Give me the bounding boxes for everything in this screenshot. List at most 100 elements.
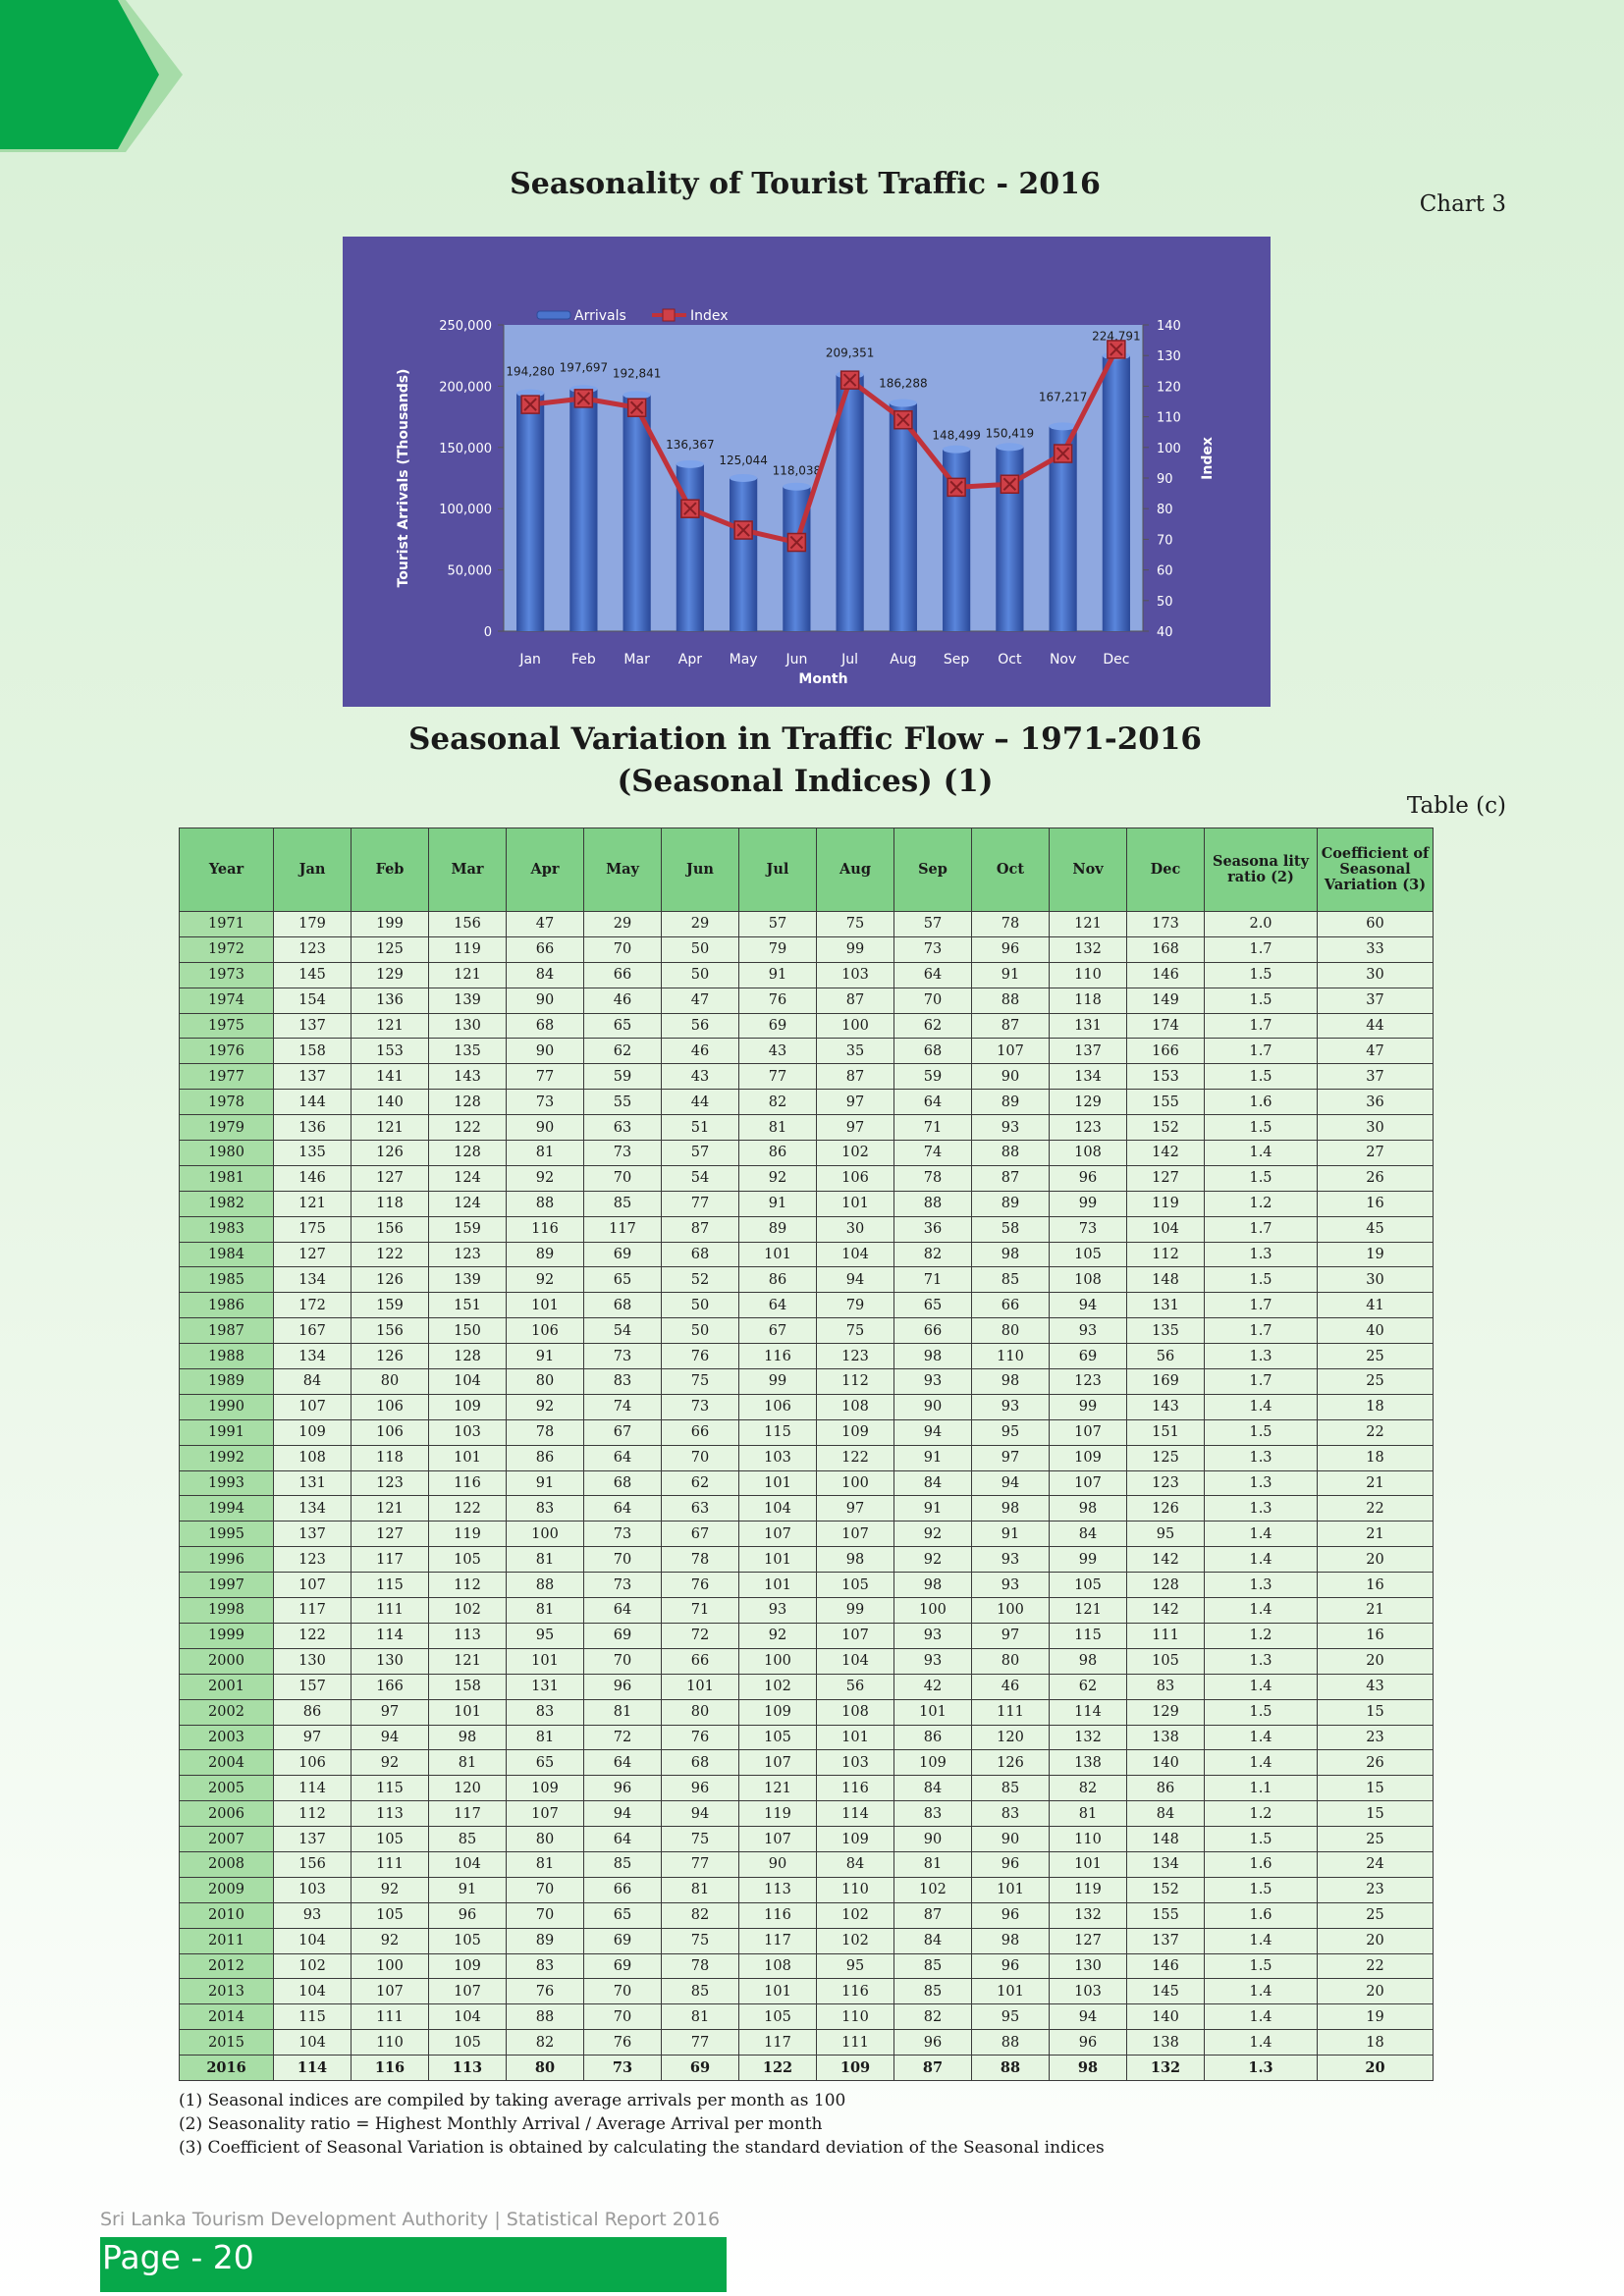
table-cell: 93 bbox=[738, 1597, 817, 1624]
index-marker-cross bbox=[842, 373, 857, 387]
table-cell: 75 bbox=[661, 1368, 739, 1395]
year-cell: 2006 bbox=[179, 1800, 274, 1828]
table-cell: 109 bbox=[816, 1826, 894, 1852]
table-cell: 81 bbox=[583, 1698, 662, 1726]
table-cell: 119 bbox=[428, 935, 507, 963]
table-row: 2000 130 130 121 101 70 66 100 104 93 80 98 105 1.3 20 bbox=[179, 1647, 1434, 1675]
column-header: Nov bbox=[1049, 828, 1127, 912]
table-cell: 1.4 bbox=[1204, 2003, 1318, 2031]
table-cell: 122 bbox=[428, 1495, 507, 1522]
legend-swatch-arrivals bbox=[536, 310, 571, 320]
table-cell: 1.4 bbox=[1204, 1597, 1318, 1624]
year-cell: 2007 bbox=[179, 1826, 274, 1852]
table-cell: 101 bbox=[816, 1190, 894, 1217]
table-cell: 102 bbox=[816, 1140, 894, 1166]
table-row: 1999 122 114 113 95 69 72 92 107 93 97 115 111 1.2 16 bbox=[179, 1622, 1434, 1649]
table-cell: 20 bbox=[1317, 1927, 1434, 1954]
table-cell: 168 bbox=[1126, 935, 1205, 963]
year-cell: 1977 bbox=[179, 1063, 274, 1091]
arrivals-bar-top bbox=[996, 443, 1024, 452]
arrivals-bar-top bbox=[676, 459, 704, 468]
table-cell: 92 bbox=[351, 1876, 429, 1903]
table-cell: 35 bbox=[816, 1038, 894, 1065]
table-cell: 59 bbox=[583, 1063, 662, 1091]
column-header: Apr bbox=[506, 828, 584, 912]
table-cell: 130 bbox=[273, 1647, 352, 1675]
table-cell: 95 bbox=[971, 2003, 1050, 2031]
table-cell: 1.5 bbox=[1204, 961, 1318, 988]
table-cell: 121 bbox=[1049, 1597, 1127, 1624]
table-cell: 66 bbox=[893, 1317, 972, 1345]
arrivals-bar bbox=[569, 389, 598, 631]
x-tick-label: Jun bbox=[785, 652, 807, 667]
table-row: 1998 117 111 102 81 64 71 93 99 100 100 121 142 1.4 21 bbox=[179, 1597, 1434, 1624]
table-cell: 96 bbox=[661, 1775, 739, 1802]
table-row: 1993 131 123 116 91 68 62 101 100 84 94 107 123 1.3 21 bbox=[179, 1469, 1434, 1497]
table-cell: 56 bbox=[816, 1673, 894, 1700]
table-cell: 109 bbox=[273, 1418, 352, 1446]
table-cell: 99 bbox=[816, 1597, 894, 1624]
table-cell: 116 bbox=[506, 1215, 584, 1243]
table-row: 1997 107 115 112 88 73 76 101 105 98 93 105 128 1.3 16 bbox=[179, 1572, 1434, 1599]
y-tick-label-left: 250,000 bbox=[439, 319, 492, 334]
table-row: 1991 109 106 103 78 67 66 115 109 94 95 107 151 1.5 22 bbox=[179, 1418, 1434, 1446]
table-cell: 69 bbox=[738, 1012, 817, 1040]
table-cell: 71 bbox=[893, 1266, 972, 1294]
table-cell: 89 bbox=[506, 1927, 584, 1954]
table-cell: 101 bbox=[428, 1698, 507, 1726]
table-cell: 1.7 bbox=[1204, 1012, 1318, 1040]
table-cell: 73 bbox=[583, 1521, 662, 1548]
arrivals-bar-top bbox=[623, 391, 651, 400]
table-cell: 16 bbox=[1317, 1190, 1434, 1217]
table-cell: 104 bbox=[816, 1647, 894, 1675]
table-row: 2014 115 111 104 88 70 81 105 110 82 95 94 140 1.4 19 bbox=[179, 2003, 1434, 2031]
index-marker-cross bbox=[1002, 477, 1017, 491]
table-cell: 83 bbox=[893, 1800, 972, 1828]
table-cell: 101 bbox=[893, 1698, 972, 1726]
table-row: 2010 93 105 96 70 65 82 116 102 87 96 132 155 1.6 25 bbox=[179, 1901, 1434, 1929]
table-cell: 100 bbox=[351, 1952, 429, 1980]
y-tick-label-right: 50 bbox=[1157, 595, 1173, 610]
table-cell: 97 bbox=[971, 1622, 1050, 1649]
table-cell: 1.4 bbox=[1204, 1978, 1318, 2005]
table-cell: 83 bbox=[506, 1495, 584, 1522]
table-cell: 87 bbox=[661, 1215, 739, 1243]
table-cell: 110 bbox=[816, 2003, 894, 2031]
table-cell: 1.4 bbox=[1204, 1521, 1318, 1548]
table-cell: 107 bbox=[816, 1521, 894, 1548]
arrivals-data-label: 209,351 bbox=[826, 347, 875, 360]
table-cell: 174 bbox=[1126, 1012, 1205, 1040]
table-cell: 123 bbox=[1049, 1368, 1127, 1395]
table-cell: 132 bbox=[1049, 1901, 1127, 1929]
table-cell: 109 bbox=[428, 1952, 507, 1980]
table-cell: 1.4 bbox=[1204, 1927, 1318, 1954]
table-cell: 84 bbox=[273, 1368, 352, 1395]
table-cell: 130 bbox=[428, 1012, 507, 1040]
table-cell: 107 bbox=[738, 1521, 817, 1548]
table-cell: 173 bbox=[1126, 911, 1205, 937]
table-cell: 96 bbox=[893, 2029, 972, 2056]
table-cell: 70 bbox=[506, 1901, 584, 1929]
table-cell: 65 bbox=[583, 1266, 662, 1294]
table-cell: 1.5 bbox=[1204, 1698, 1318, 1726]
table-cell: 175 bbox=[273, 1215, 352, 1243]
table-cell: 67 bbox=[583, 1418, 662, 1446]
arrivals-data-label: 148,499 bbox=[932, 429, 981, 443]
table-cell: 42 bbox=[893, 1673, 972, 1700]
table-row: 1987 167 156 150 106 54 50 67 75 66 80 93 135 1.7 40 bbox=[179, 1317, 1434, 1345]
table-cell: 93 bbox=[273, 1901, 352, 1929]
table-cell: 81 bbox=[661, 2003, 739, 2031]
table-cell: 140 bbox=[351, 1089, 429, 1116]
table-row: 2005 114 115 120 109 96 96 121 116 84 85 82 86 1.1 15 bbox=[179, 1775, 1434, 1802]
table-cell: 82 bbox=[1049, 1775, 1127, 1802]
table-cell: 108 bbox=[816, 1698, 894, 1726]
year-cell: 1983 bbox=[179, 1215, 274, 1243]
table-cell: 140 bbox=[1126, 1749, 1205, 1777]
table-cell: 137 bbox=[273, 1826, 352, 1852]
table-cell: 90 bbox=[971, 1826, 1050, 1852]
table-row: 1972 123 125 119 66 70 50 79 99 73 96 132 168 1.7 33 bbox=[179, 935, 1434, 963]
table-cell: 145 bbox=[273, 961, 352, 988]
table-cell: 93 bbox=[893, 1647, 972, 1675]
table-cell: 151 bbox=[1126, 1418, 1205, 1446]
table-cell: 1.6 bbox=[1204, 1901, 1318, 1929]
